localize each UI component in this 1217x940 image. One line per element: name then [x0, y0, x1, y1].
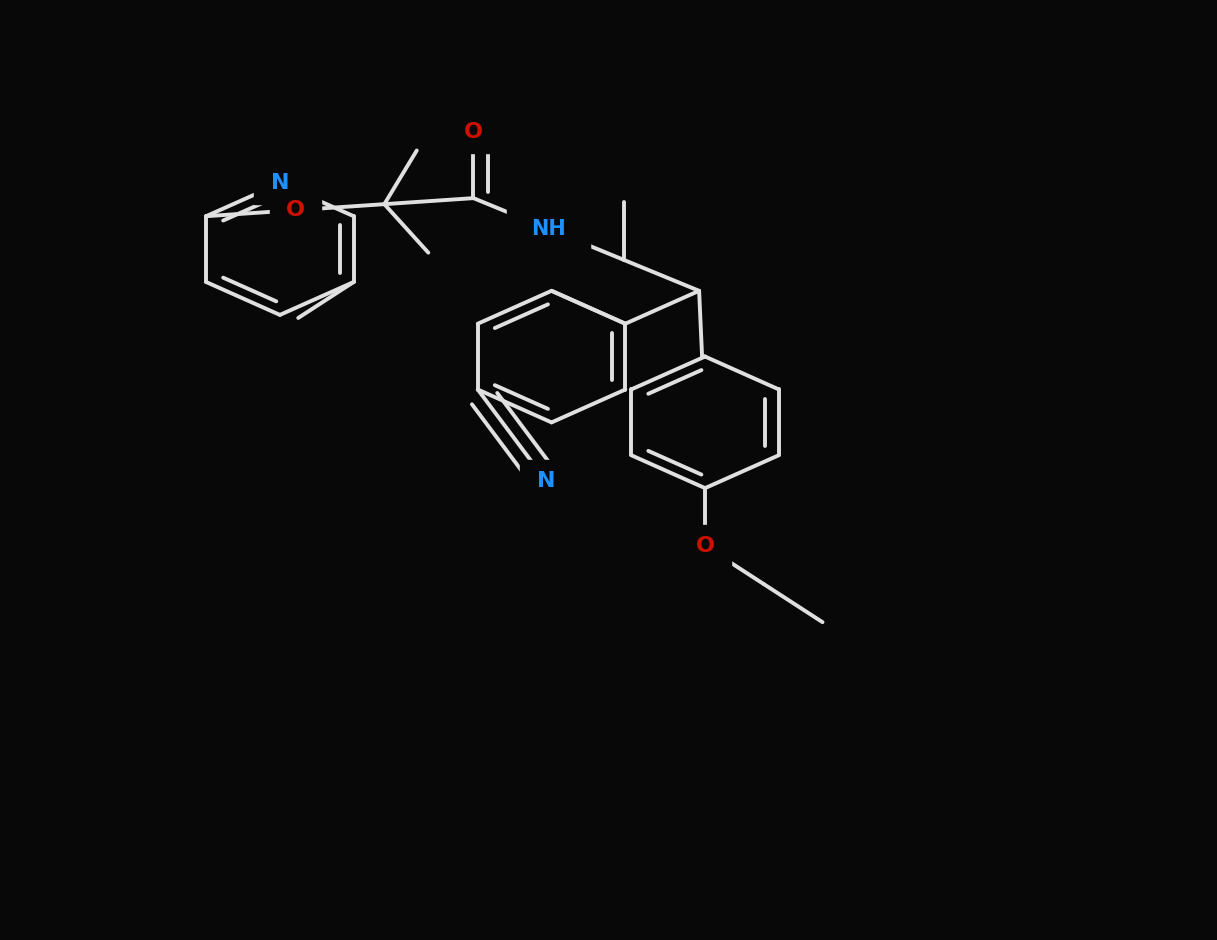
Text: O: O	[696, 536, 714, 556]
FancyBboxPatch shape	[254, 163, 305, 204]
Text: N: N	[270, 173, 290, 194]
FancyBboxPatch shape	[521, 460, 572, 501]
FancyBboxPatch shape	[448, 112, 499, 153]
FancyBboxPatch shape	[507, 209, 590, 250]
Text: O: O	[464, 122, 483, 142]
Text: N: N	[537, 471, 555, 491]
Text: NH: NH	[532, 219, 566, 239]
Text: O: O	[286, 200, 304, 220]
FancyBboxPatch shape	[270, 190, 321, 231]
FancyBboxPatch shape	[679, 525, 730, 567]
